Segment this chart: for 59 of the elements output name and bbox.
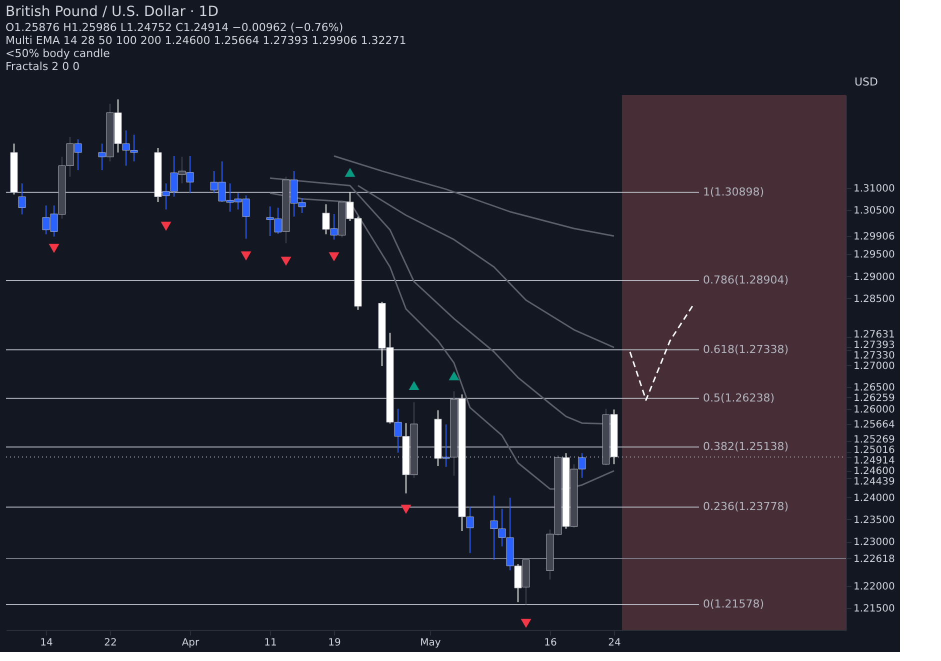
y-tick-label: 1.22000 (854, 581, 895, 592)
y-tick-label: 1.27631 (854, 329, 895, 340)
y-tick-label: 1.24000 (854, 492, 895, 504)
y-tick-label: 1.22618 (854, 554, 895, 565)
y-tick-label: 1.21500 (854, 603, 895, 614)
point (48, 244, 60, 253)
point (344, 168, 356, 177)
y-tick-label: 1.28500 (854, 294, 895, 305)
point (280, 256, 292, 266)
line-series (357, 184, 615, 348)
x-tick-label: 11 (264, 638, 277, 648)
point (448, 371, 460, 380)
y-tick-label: 1.25269 (854, 434, 895, 446)
line-series (269, 192, 615, 490)
ref-line-label: 0.5(1.26238) (703, 391, 775, 404)
x-tick-label: May (420, 638, 441, 648)
y-tick-label: 1.23500 (854, 514, 895, 526)
y-tick-label: 1.25664 (854, 419, 895, 430)
ref-line-label: 0.236(1.23778) (703, 500, 789, 514)
y-axis-title: USD (854, 76, 878, 88)
ref-line-label: 0(1.21578) (703, 597, 764, 610)
x-tick-label: 14 (40, 638, 53, 648)
point (520, 618, 532, 628)
text: O1.25876 H1.25986 L1.24752 C1.24914 −0.00962 (−0.76%) (6, 21, 344, 34)
x-tick-label: 22 (104, 638, 117, 648)
point (400, 504, 412, 514)
x-tick-label: 16 (544, 638, 557, 648)
y-tick-label: 1.24439 (854, 476, 895, 488)
y-tick-label: 1.27330 (854, 350, 895, 362)
y-tick-label: 1.31000 (854, 183, 895, 194)
text: Multi EMA 14 28 50 100 200 1.24600 1.25664 1.27393 1.29906 1.32271 (6, 34, 406, 47)
text: <50% body candle (6, 47, 110, 60)
y-tick-label: 1.24914 (854, 455, 895, 466)
y-tick-label: 1.27393 (854, 340, 895, 351)
text: Fractals 2 0 0 (6, 60, 80, 73)
point (240, 251, 252, 260)
y-tick-label: 1.26000 (854, 404, 895, 416)
x-tick-label: Apr (182, 638, 200, 648)
y-tick-label: 1.26259 (854, 392, 895, 404)
y-tick-label: 1.29906 (854, 232, 895, 243)
line-series (333, 155, 615, 237)
ref-line-label: 0.618(1.27338) (703, 342, 789, 356)
point (160, 222, 172, 231)
point (408, 380, 420, 390)
point (328, 252, 340, 262)
y-tick-label: 1.26500 (854, 382, 895, 394)
y-tick-label: 1.29000 (854, 272, 895, 283)
y-tick-label: 1.30500 (854, 205, 895, 216)
y-tick-label: 1.25016 (854, 444, 895, 456)
y-tick-label: 1.27000 (854, 360, 895, 372)
x-tick-label: 19 (328, 638, 341, 648)
ref-line-label: 0.382(1.25138) (703, 440, 789, 454)
chart-title: British Pound / U.S. Dollar · 1D (6, 4, 218, 20)
y-tick-label: 1.29500 (854, 250, 895, 261)
x-tick-label: 24 (608, 638, 621, 648)
y-tick-label: 1.24600 (854, 466, 895, 477)
ref-line-label: 0.786(1.28904) (703, 274, 789, 287)
y-tick-label: 1.23000 (854, 537, 895, 548)
ref-line-label: 1(1.30898) (703, 185, 764, 198)
